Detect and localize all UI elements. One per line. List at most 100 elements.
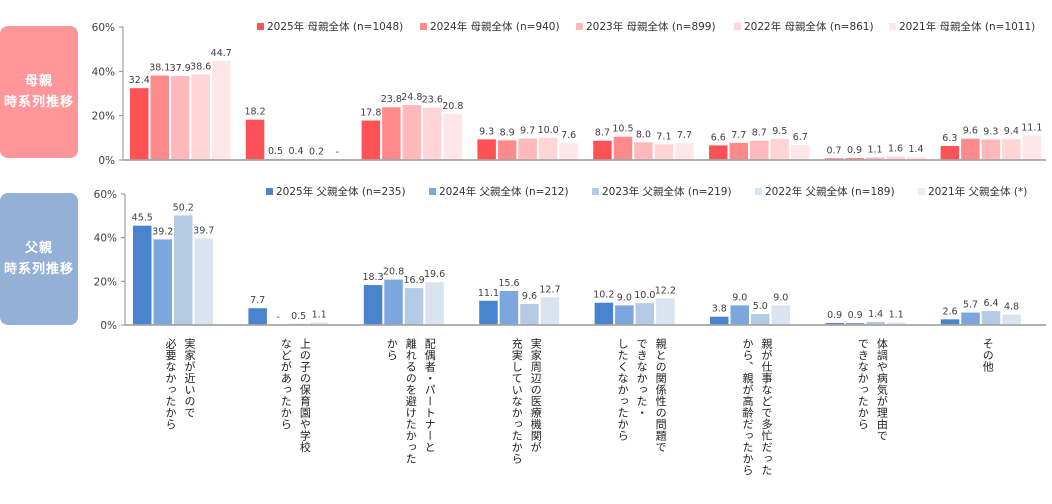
bar: [174, 215, 193, 325]
bar: [520, 304, 539, 325]
data-label: 10.2: [593, 290, 614, 301]
legend-swatch: [266, 187, 273, 195]
y-tick-label: 60%: [92, 22, 115, 34]
legend-item-mother-2025: 2025年 母親全体 (n=1048): [257, 19, 403, 33]
category-label: 上の子の保育園や学校 などがあったから: [279, 338, 312, 453]
category-label: 体調や病気が理由で できなかったから: [856, 338, 889, 442]
data-label: 1.1: [312, 310, 327, 321]
data-label: 50.2: [173, 202, 194, 213]
data-label: 8.0: [636, 129, 651, 140]
data-label: 2.6: [942, 306, 957, 317]
bar: [751, 314, 770, 325]
data-label: 18.3: [362, 272, 383, 283]
category-label: 配偶者・パートナーと 離れるのを避けたかった から: [385, 338, 437, 465]
legend-swatch: [918, 187, 925, 195]
legend-swatch: [734, 22, 741, 30]
data-label: 0.7: [826, 145, 841, 156]
legend-item-father-2024: 2024年 父親全体 (n=212): [429, 184, 569, 198]
bar: [404, 288, 424, 325]
data-label: 0.9: [847, 145, 862, 156]
bar: [382, 107, 401, 160]
bar: [150, 75, 169, 160]
bar: [384, 279, 403, 325]
legend-item-father-2022: 2022年 父親全体 (n=189): [755, 184, 895, 198]
bar: [1002, 314, 1021, 325]
bar: [245, 119, 265, 160]
bar: [130, 88, 149, 160]
data-label: 15.6: [498, 278, 519, 289]
mother-chart: 0% 20% 40% 60% 32.4 18.2 17.8 9.3 8.7 6.6 0.7 6.3 38…: [92, 22, 1046, 167]
data-label: 37.9: [170, 63, 191, 74]
data-label: 0.9: [848, 310, 863, 321]
bar: [825, 323, 844, 325]
bar: [886, 156, 905, 160]
data-label: 7.6: [561, 130, 576, 141]
data-label: 12.7: [539, 284, 560, 295]
category-label: 実家が近いので 必要なかったから: [164, 338, 196, 430]
bar: [559, 143, 578, 160]
data-label: 7.7: [677, 130, 692, 141]
bar: [940, 319, 960, 325]
legend-swatch: [889, 22, 896, 30]
legend-swatch: [420, 22, 427, 30]
father-chart: 0% 20% 40% 60% 45.5 7.7 18.3 11.1 10.2 3.8 0.9 2.6 3…: [94, 189, 1046, 332]
category-label: 親との関係性の問題で できなかった・ したくなかったから: [616, 338, 668, 453]
data-label: 32.4: [129, 75, 150, 86]
badge-title: 母親: [24, 74, 53, 89]
data-label: 38.6: [190, 61, 211, 72]
data-label: 38.1: [149, 63, 170, 74]
data-label: 0.5: [291, 311, 306, 322]
data-label: 0.4: [288, 146, 303, 157]
data-label: 9.4: [1004, 126, 1019, 137]
bar: [1022, 135, 1042, 160]
data-label: 9.3: [983, 126, 998, 137]
data-label: 23.6: [422, 95, 443, 106]
data-label: 12.2: [655, 285, 676, 296]
legend-item-father-2023: 2023年 父親全体 (n=219): [592, 184, 732, 198]
data-label: 24.8: [401, 92, 422, 103]
bar: [866, 321, 885, 325]
bar: [940, 146, 960, 160]
bar: [593, 140, 612, 160]
legend-label: 2025年 母親全体 (n=1048): [267, 20, 404, 33]
data-label: 9.7: [520, 125, 535, 136]
data-label: -: [335, 147, 338, 158]
bar: [538, 137, 558, 160]
data-label: 39.2: [152, 226, 173, 237]
data-label: 9.6: [963, 126, 978, 137]
data-label: 44.7: [211, 48, 232, 59]
bar: [212, 60, 231, 160]
mother-timeseries-badge: 母親 時系列推移: [0, 26, 78, 158]
y-tick-label: 20%: [94, 276, 117, 288]
bar: [248, 308, 267, 325]
data-label: 7.1: [656, 131, 671, 142]
bar: [499, 290, 519, 325]
legend-label: 2024年 母親全体 (n=940): [430, 20, 560, 33]
bar: [518, 138, 537, 160]
badge-title: 父親: [24, 241, 53, 256]
data-label: -: [276, 312, 279, 323]
data-label: 4.8: [1004, 302, 1019, 313]
bar: [961, 138, 980, 160]
legend-item-mother-2021: 2021年 母親全体 (n=1011): [889, 19, 1035, 33]
bar: [423, 107, 442, 160]
legend-label: 2021年 母親全体 (n=1011): [899, 20, 1036, 33]
data-label: 11.1: [1021, 122, 1042, 133]
data-label: 5.0: [753, 301, 768, 312]
y-tick-label: 0%: [100, 320, 117, 332]
data-label: 20.8: [383, 267, 404, 278]
bar: [710, 316, 729, 325]
bar: [845, 158, 864, 160]
legend-swatch: [429, 187, 436, 195]
bar: [771, 305, 790, 325]
data-label: 6.3: [942, 133, 957, 144]
bar: [730, 305, 749, 325]
legend-swatch: [755, 187, 762, 195]
bar: [634, 142, 653, 160]
data-label: 7.7: [250, 295, 265, 306]
data-label: 19.6: [424, 269, 445, 280]
y-tick-label: 20%: [92, 111, 115, 123]
bar: [594, 302, 614, 325]
bar: [540, 297, 560, 325]
legend-item-mother-2023: 2023年 母親全体 (n=899): [576, 19, 716, 33]
